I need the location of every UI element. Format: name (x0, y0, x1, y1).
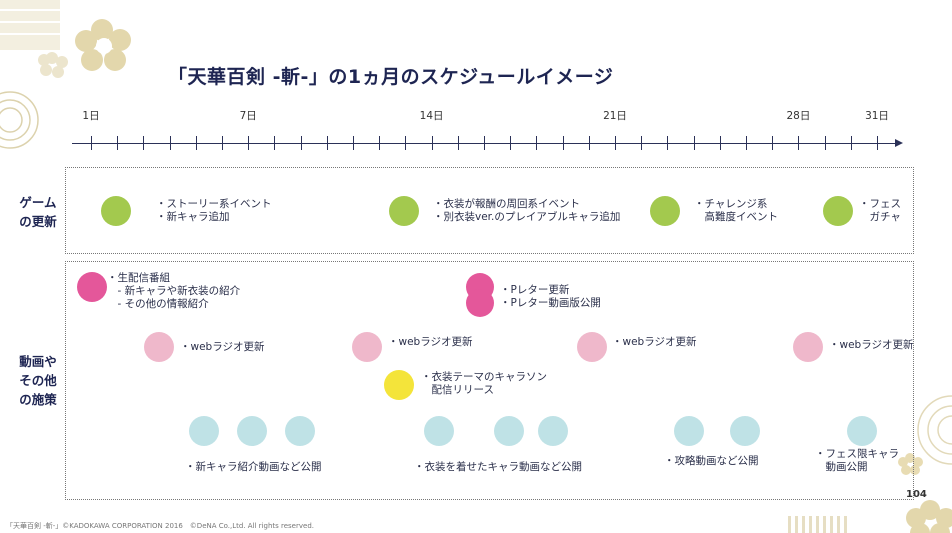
fes-video-text: ・フェス限キャラ 動画公開 (815, 448, 899, 473)
timeline-tick (641, 136, 643, 150)
corner-decoration-top-left (0, 0, 131, 149)
game-update-label: ゲーム の更新 (19, 195, 57, 229)
web-radio-text: ・webラジオ更新 (612, 336, 697, 348)
stripe-decoration (788, 516, 848, 533)
video-release-text: ・衣装を着せたキャラ動画など公開 (414, 461, 582, 473)
game-update-box (65, 167, 914, 254)
game-update-marker (101, 196, 131, 226)
timeline-tick (195, 136, 197, 150)
pletter-video-marker (466, 289, 494, 317)
timeline-tick (274, 136, 276, 150)
timeline-tick (169, 136, 171, 150)
timeline-tick (746, 136, 747, 150)
timeline-tick (379, 136, 381, 150)
page-number: 104 (906, 489, 927, 500)
timeline-tick (91, 136, 92, 150)
web-radio-marker (577, 332, 607, 362)
timeline-tick (457, 136, 459, 150)
video-release-marker (730, 416, 760, 446)
pletter-text: ・Pレター更新 ・Pレター動画版公開 (500, 284, 601, 309)
web-radio-marker (793, 332, 823, 362)
game-update-marker (389, 196, 419, 226)
corner-decoration-bottom-right (898, 395, 952, 533)
timeline-tick (405, 136, 407, 150)
timeline-tick (719, 136, 721, 150)
timeline-tick (693, 136, 695, 150)
timeline-day-label: 21日 (603, 110, 627, 122)
timeline-tick (667, 136, 669, 150)
timeline-day-label: 14日 (419, 110, 444, 122)
video-release-marker (674, 416, 704, 446)
timeline-tick (248, 136, 250, 150)
live-broadcast-text: ・生配信番組 - 新キャラや新衣装の紹介 - その他の情報紹介 (107, 272, 241, 310)
timeline-tick (222, 136, 223, 150)
video-release-text: ・新キャラ紹介動画など公開 (185, 461, 322, 473)
video-release-marker (285, 416, 315, 446)
timeline-tick (484, 136, 485, 150)
timeline-day-label: 31日 (865, 110, 889, 122)
timeline-day-label: 7日 (239, 110, 257, 122)
timeline-tick (143, 136, 145, 150)
video-measures-box (65, 261, 914, 500)
costume-song-text: ・衣装テーマのキャラソン 配信リリース (421, 371, 547, 396)
web-radio-marker (144, 332, 174, 362)
web-radio-text: ・webラジオ更新 (388, 336, 473, 348)
arrow-right-icon (895, 139, 903, 147)
game-update-marker (823, 196, 853, 226)
timeline-tick (300, 136, 302, 150)
live-broadcast-marker (77, 272, 107, 302)
video-release-text: ・攻略動画など公開 (664, 455, 759, 467)
video-release-marker (237, 416, 267, 446)
game-update-item: ・フェス ガチャ (859, 198, 901, 223)
timeline-tick (326, 136, 328, 150)
timeline-tick (536, 136, 538, 150)
copyright-footer: 「天華百剣 -斬-」©KADOKAWA CORPORATION 2016 ©De… (6, 522, 314, 530)
game-update-item: ・ストーリー系イベント ・新キャラ追加 (156, 198, 272, 223)
flower-icon (75, 19, 131, 71)
web-radio-text: ・webラジオ更新 (180, 341, 265, 353)
game-update-marker (650, 196, 680, 226)
video-release-marker (494, 416, 524, 446)
video-release-marker (538, 416, 568, 446)
timeline-tick (850, 136, 852, 150)
costume-song-marker (384, 370, 414, 400)
fes-video-marker (847, 416, 877, 446)
timeline-tick (877, 136, 878, 150)
timeline-tick (588, 136, 590, 150)
game-update-item: ・衣装が報酬の周回系イベント ・別衣装ver.のプレイアブルキャラ追加 (433, 198, 621, 223)
timeline-tick (562, 136, 564, 150)
timeline-tick (798, 136, 800, 150)
video-release-marker (189, 416, 219, 446)
page-title: 「天華百剣 -斬-」の1ヵ月のスケジュールイメージ (168, 66, 614, 88)
timeline-tick (615, 136, 616, 150)
video-measures-label: 動画や その他 の施策 (19, 354, 57, 407)
timeline-day-label: 28日 (786, 110, 811, 122)
web-radio-marker (352, 332, 382, 362)
web-radio-text: ・webラジオ更新 (829, 339, 914, 351)
video-release-marker (424, 416, 454, 446)
timeline-tick (431, 136, 433, 150)
timeline-tick (353, 136, 354, 150)
timeline-tick (824, 136, 826, 150)
timeline-tick (117, 136, 119, 150)
game-update-item: ・チャレンジ系 高難度イベント (694, 198, 778, 223)
timeline-tick (772, 136, 774, 150)
timeline-day-label: 1日 (82, 110, 100, 122)
timeline-tick (510, 136, 512, 150)
